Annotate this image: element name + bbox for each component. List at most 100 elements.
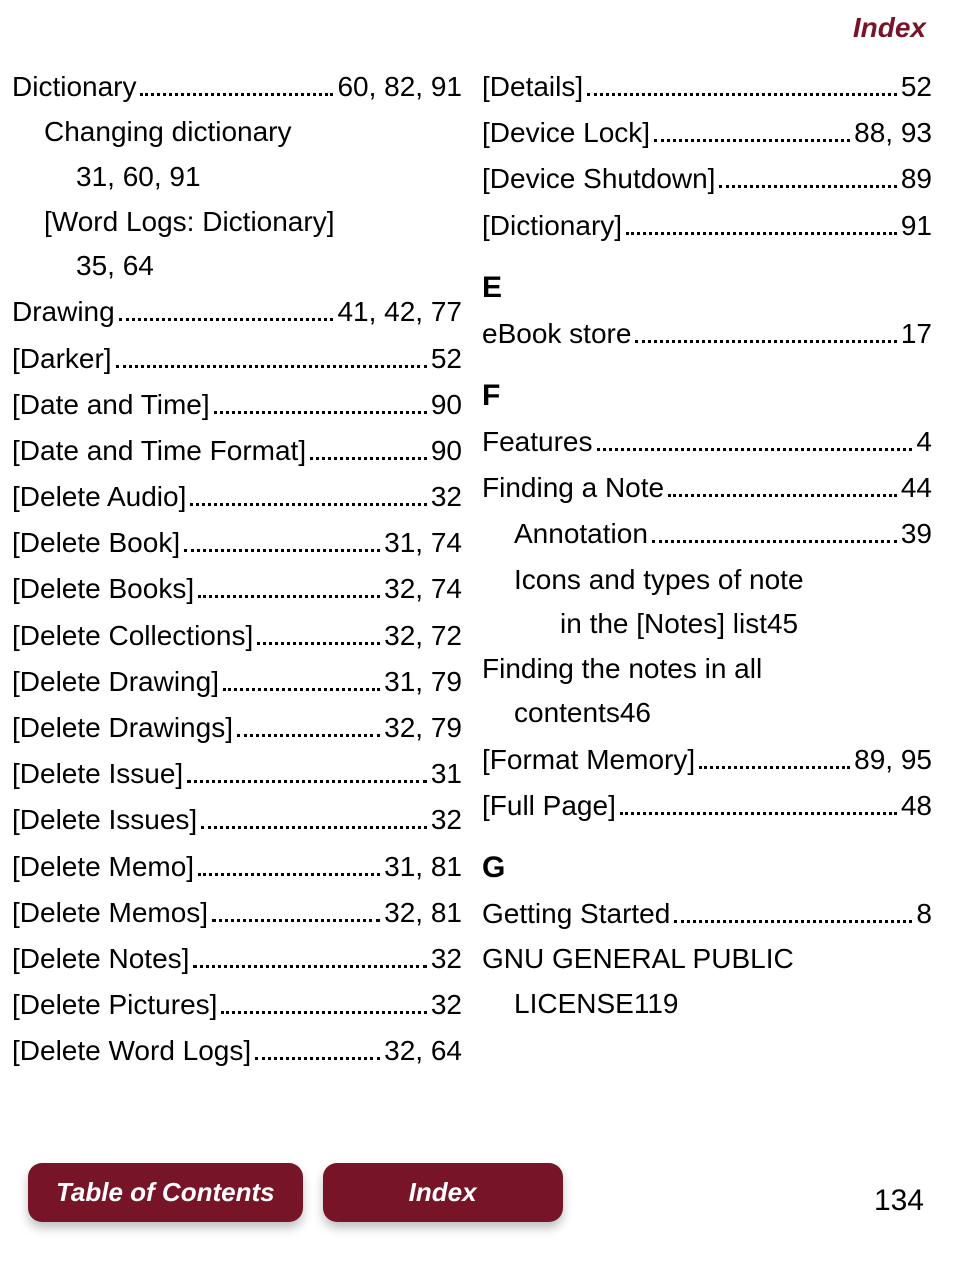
index-entry-wrap[interactable]: [Word Logs: Dictionary] [12, 200, 462, 243]
index-entry[interactable]: [Delete Memo]31, 81 [12, 844, 462, 890]
index-entry[interactable]: [Delete Books]32, 74 [12, 566, 462, 612]
index-term: [Delete Word Logs] [12, 1028, 251, 1074]
index-pages: 89 [901, 156, 932, 202]
index-pages: 32, 81 [384, 890, 462, 936]
index-entry-continuation[interactable]: 31, 60, 91 [12, 154, 462, 200]
index-pages: 60, 82, 91 [337, 64, 462, 110]
index-term: Finding a Note [482, 465, 664, 511]
index-entry[interactable]: eBook store17 [482, 311, 932, 357]
leader-dots [237, 709, 380, 737]
index-term: [Delete Issue] [12, 751, 183, 797]
index-term: [Delete Drawings] [12, 705, 233, 751]
index-entry-wrap[interactable]: GNU GENERAL PUBLIC [482, 937, 932, 980]
index-pages: 41, 42, 77 [337, 289, 462, 335]
leader-dots [668, 469, 897, 497]
index-term: [Delete Issues] [12, 797, 197, 843]
index-term: [Format Memory] [482, 737, 695, 783]
index-pages: 32, 64 [384, 1028, 462, 1074]
index-entry[interactable]: [Delete Notes]32 [12, 936, 462, 982]
index-pages: 31, 81 [384, 844, 462, 890]
toc-button[interactable]: Table of Contents [28, 1163, 303, 1222]
index-entry[interactable]: [Delete Issue] 31 [12, 751, 462, 797]
index-pages: 52 [431, 336, 462, 382]
section-letter: E [482, 271, 932, 305]
index-pages: 44 [901, 465, 932, 511]
index-pages: 48 [901, 783, 932, 829]
index-entry[interactable]: Annotation39 [482, 511, 932, 557]
leader-dots [198, 570, 380, 598]
index-term: Annotation [514, 511, 648, 557]
index-button-label: Index [409, 1177, 477, 1207]
index-entry[interactable]: [Format Memory]89, 95 [482, 737, 932, 783]
leader-dots [626, 207, 897, 235]
index-pages: 90 [431, 382, 462, 428]
index-entry[interactable]: [Date and Time]90 [12, 382, 462, 428]
index-entry[interactable]: [Delete Memos] 32, 81 [12, 890, 462, 936]
page-header: Index [853, 12, 926, 44]
index-term: [Device Lock] [482, 110, 650, 156]
index-entry[interactable]: [Delete Audio]32 [12, 474, 462, 520]
index-entry[interactable]: [Delete Collections]32, 72 [12, 613, 462, 659]
leader-dots [221, 986, 426, 1014]
index-entry[interactable]: Finding a Note 44 [482, 465, 932, 511]
index-entry[interactable]: [Dictionary]91 [482, 203, 932, 249]
index-pages: 32, 72 [384, 613, 462, 659]
index-pages: 35, 64 [76, 243, 154, 289]
index-entry[interactable]: [Delete Drawing] 31, 79 [12, 659, 462, 705]
index-pages: 46 [620, 690, 651, 736]
index-entry-continuation[interactable]: contents46 [482, 690, 932, 736]
header-label: Index [853, 12, 926, 43]
leader-dots [184, 524, 380, 552]
index-pages: 32, 79 [384, 705, 462, 751]
leader-dots [255, 1032, 380, 1060]
leader-dots [652, 515, 897, 543]
index-entry[interactable]: [Full Page] 48 [482, 783, 932, 829]
index-entry[interactable]: [Delete Drawings] 32, 79 [12, 705, 462, 751]
index-term: [Full Page] [482, 783, 616, 829]
index-columns: Dictionary60, 82, 91Changing dictionary3… [12, 64, 934, 1075]
index-button[interactable]: Index [323, 1163, 563, 1222]
index-entry-wrap[interactable]: Changing dictionary [12, 110, 462, 153]
page-number: 134 [874, 1184, 924, 1218]
index-entry[interactable]: [Darker]52 [12, 336, 462, 382]
leader-dots [257, 617, 380, 645]
index-entry-continuation[interactable]: 35, 64 [12, 243, 462, 289]
index-term: [Delete Book] [12, 520, 180, 566]
index-entry[interactable]: [Device Shutdown] 89 [482, 156, 932, 202]
leader-dots [140, 68, 333, 96]
index-entry-wrap[interactable]: Finding the notes in all [482, 647, 932, 690]
index-term: LICENSE [514, 981, 634, 1027]
index-entry[interactable]: [Delete Issues]32 [12, 797, 462, 843]
index-entry-wrap[interactable]: Icons and types of note [482, 558, 932, 601]
index-entry[interactable]: Getting Started8 [482, 891, 932, 937]
index-term: Dictionary [12, 64, 136, 110]
index-pages: 88, 93 [854, 110, 932, 156]
index-term: [Device Shutdown] [482, 156, 715, 202]
index-pages: 31, 79 [384, 659, 462, 705]
index-entry[interactable]: [Delete Pictures]32 [12, 982, 462, 1028]
index-entry[interactable]: [Details]52 [482, 64, 932, 110]
index-entry[interactable]: [Delete Word Logs] 32, 64 [12, 1028, 462, 1074]
leader-dots [597, 423, 913, 451]
index-entry[interactable]: [Date and Time Format]90 [12, 428, 462, 474]
index-entry[interactable]: [Delete Book]31, 74 [12, 520, 462, 566]
index-entry-continuation[interactable]: LICENSE119 [482, 981, 932, 1027]
index-entry[interactable]: Features4 [482, 419, 932, 465]
leader-dots [116, 340, 427, 368]
leader-dots [635, 315, 896, 343]
index-entry-continuation[interactable]: in the [Notes] list45 [482, 601, 932, 647]
index-term: Features [482, 419, 593, 465]
index-entry[interactable]: Dictionary 60, 82, 91 [12, 64, 462, 110]
index-term: [Delete Memos] [12, 890, 208, 936]
index-entry[interactable]: Drawing41, 42, 77 [12, 289, 462, 335]
leader-dots [587, 68, 897, 96]
index-pages: 31 [431, 751, 462, 797]
index-term: [Delete Drawing] [12, 659, 219, 705]
index-pages: 91 [901, 203, 932, 249]
index-term: [Delete Audio] [12, 474, 186, 520]
index-entry[interactable]: [Device Lock] 88, 93 [482, 110, 932, 156]
index-term: eBook store [482, 311, 631, 357]
leader-dots [674, 895, 912, 923]
footer-nav: Table of Contents Index [28, 1163, 563, 1222]
leader-dots [212, 894, 380, 922]
